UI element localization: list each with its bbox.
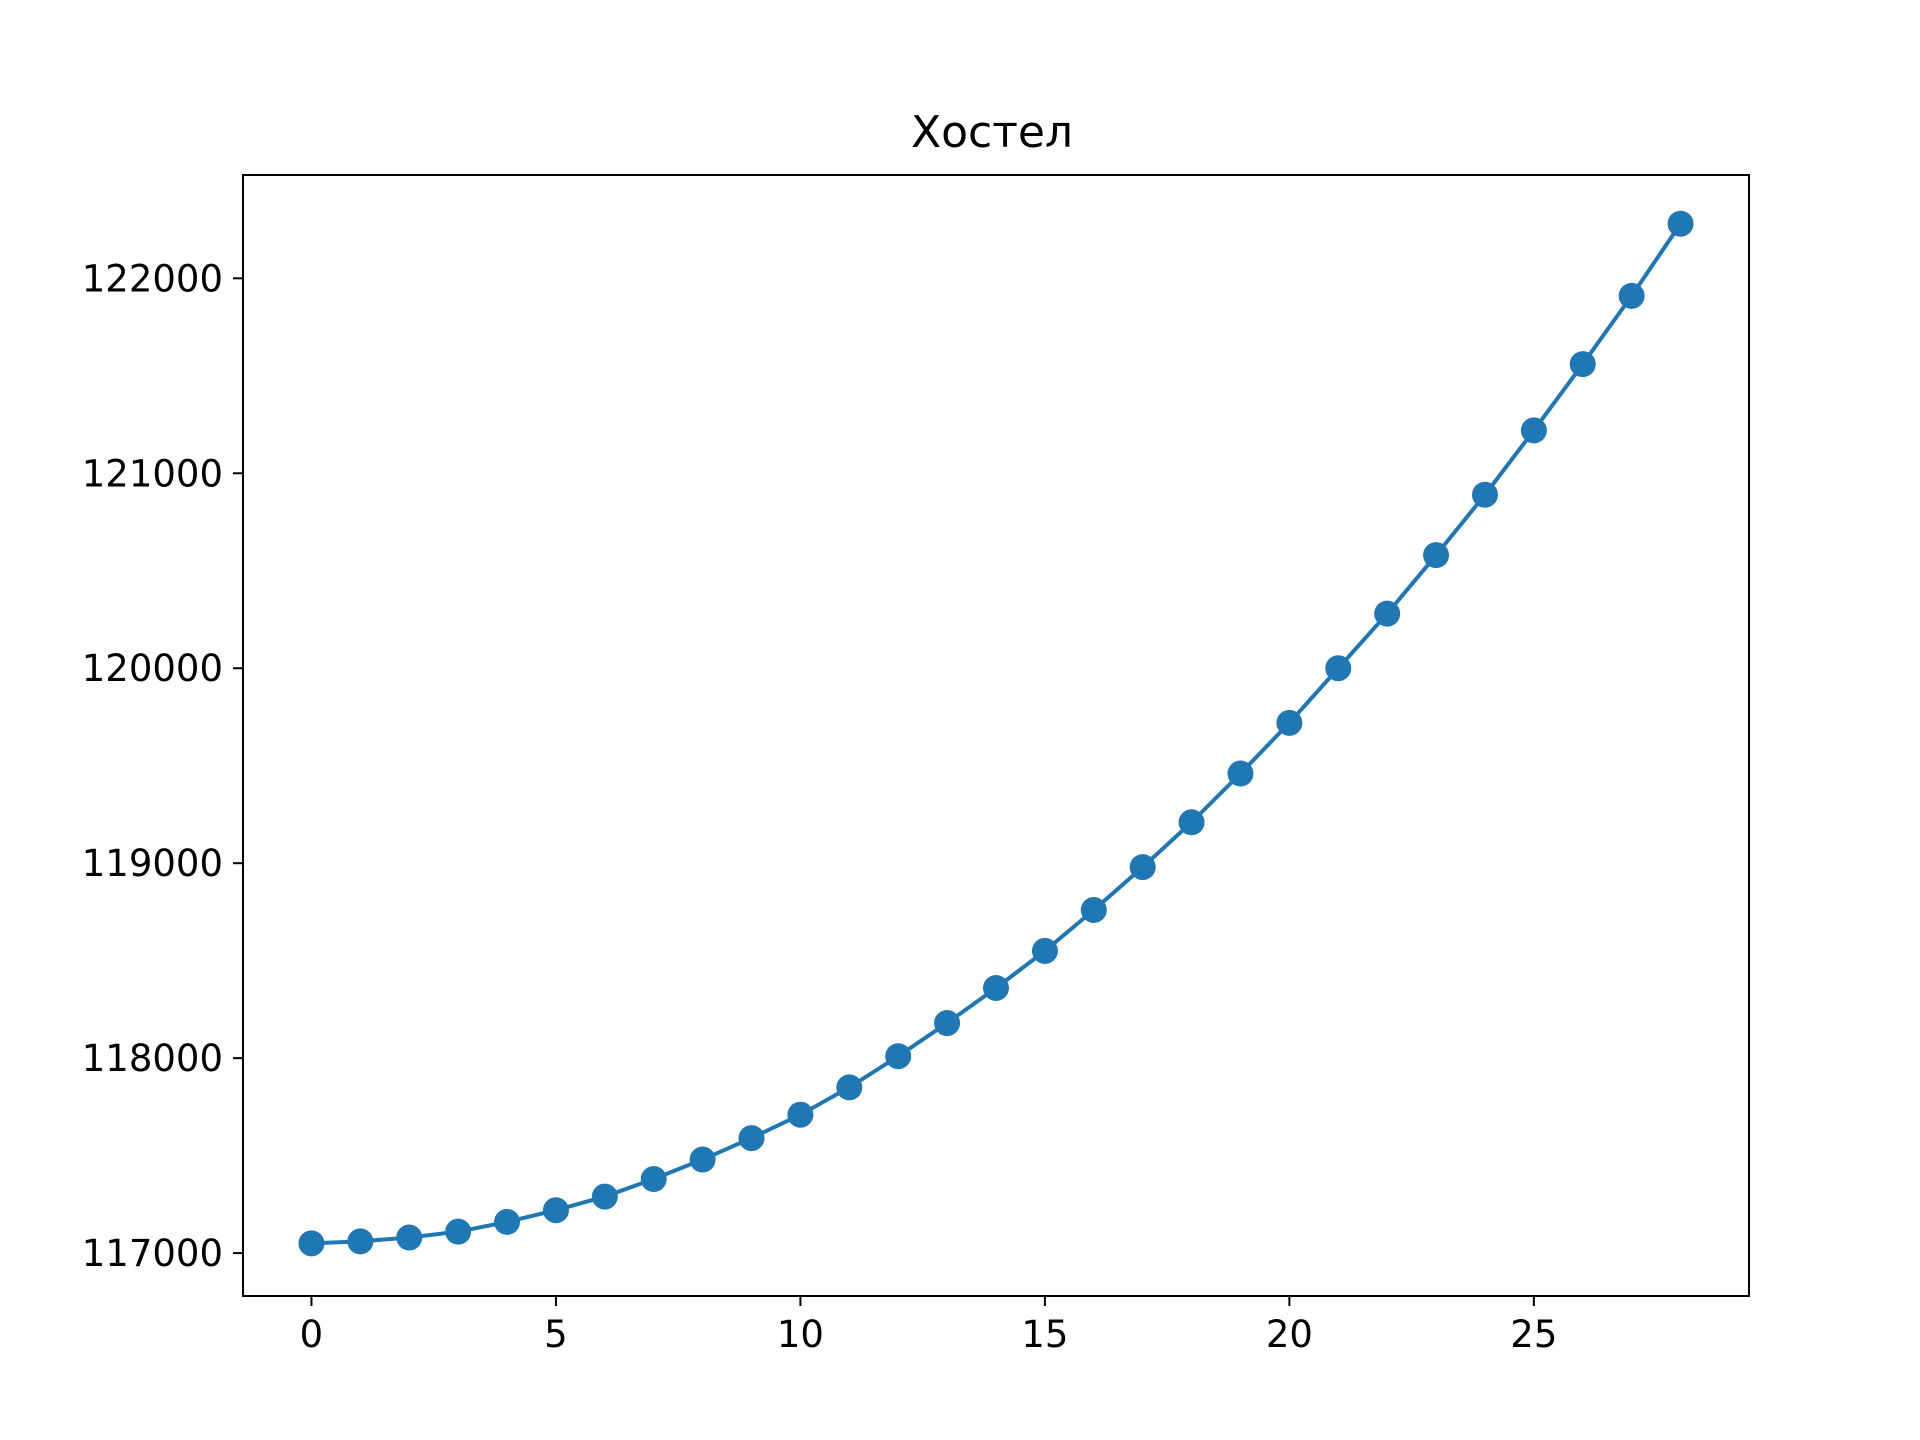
chart-title: Хостел xyxy=(911,107,1073,158)
data-point xyxy=(542,1197,569,1224)
data-point xyxy=(298,1230,325,1257)
y-tick-label: 119000 xyxy=(82,842,223,885)
data-point xyxy=(1178,809,1205,836)
data-point xyxy=(640,1166,667,1193)
y-tick-label: 120000 xyxy=(82,647,223,690)
data-point xyxy=(1374,600,1401,627)
data-point xyxy=(1080,896,1107,923)
x-tick-label: 15 xyxy=(1021,1313,1068,1356)
x-tick-label: 20 xyxy=(1266,1313,1313,1356)
y-tick-label: 121000 xyxy=(82,452,223,495)
data-point xyxy=(1471,481,1498,508)
data-point xyxy=(1618,282,1645,309)
data-point xyxy=(1423,542,1450,569)
x-tick-label: 10 xyxy=(777,1313,824,1356)
data-point xyxy=(347,1228,374,1255)
data-point xyxy=(1227,760,1254,787)
data-point xyxy=(494,1208,521,1235)
data-point xyxy=(1276,709,1303,736)
data-point xyxy=(836,1074,863,1101)
x-tick-label: 25 xyxy=(1510,1313,1557,1356)
data-point xyxy=(1031,937,1058,964)
y-tick-label: 122000 xyxy=(82,257,223,300)
data-point xyxy=(396,1224,423,1251)
data-point xyxy=(1569,351,1596,378)
y-tick-label: 118000 xyxy=(82,1037,223,1080)
data-point xyxy=(1129,854,1156,881)
y-tick-label: 117000 xyxy=(82,1232,223,1275)
data-point xyxy=(787,1101,814,1128)
data-point xyxy=(1667,210,1694,237)
data-point xyxy=(591,1183,618,1210)
data-point xyxy=(885,1043,912,1070)
data-point xyxy=(445,1218,472,1245)
plot-area: 0 5 10 15 20 25 117000 118000 119000 120000 121000… xyxy=(82,174,1750,1356)
x-tick-label: 0 xyxy=(300,1313,324,1356)
data-point xyxy=(1520,417,1547,444)
data-point xyxy=(1325,655,1352,682)
data-point xyxy=(689,1146,716,1173)
data-point xyxy=(934,1010,961,1037)
data-point xyxy=(983,974,1009,1001)
data-point xyxy=(738,1125,765,1152)
x-tick-label: 5 xyxy=(544,1313,568,1356)
axes-frame xyxy=(242,174,1750,1297)
